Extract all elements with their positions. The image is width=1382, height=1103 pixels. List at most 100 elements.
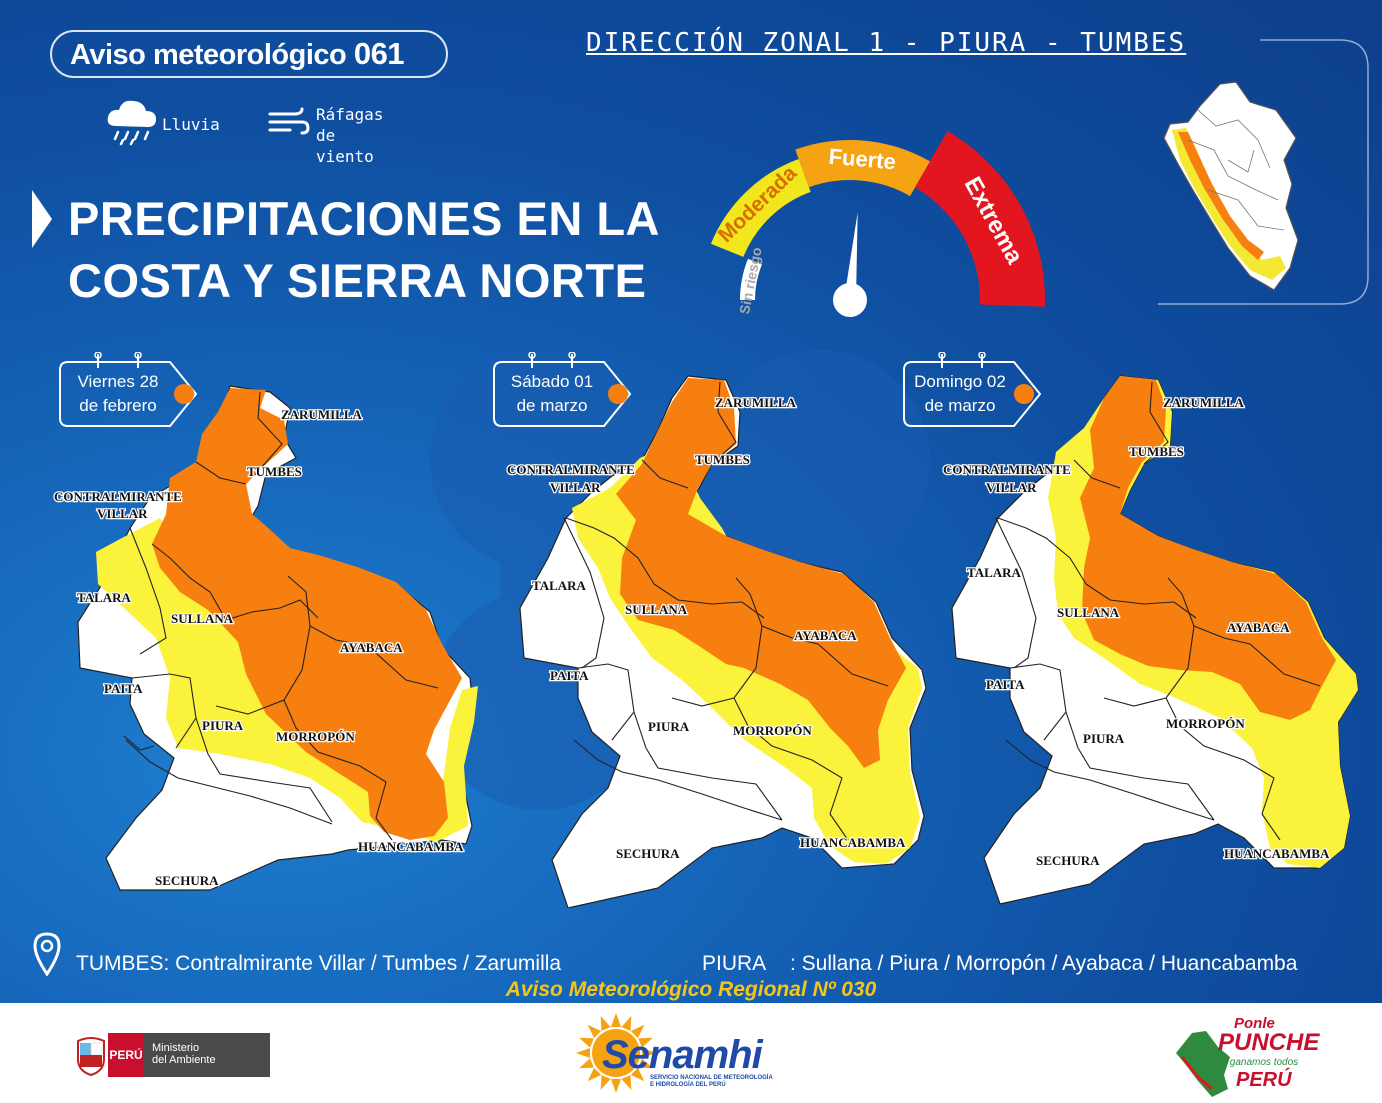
legend-wind-line3: viento <box>316 147 374 166</box>
label-talara-1: TALARA <box>77 590 132 605</box>
gauge-segment-extrema <box>915 131 1045 307</box>
wind-gust-icon <box>268 107 310 135</box>
headline-line2: COSTA Y SIERRA NORTE <box>68 254 647 307</box>
legend-wind-line1: Ráfagas <box>316 105 384 124</box>
sun-ray <box>621 1016 632 1031</box>
label-villar-1: VILLAR <box>97 506 148 521</box>
map-day3 <box>951 375 1359 905</box>
map3-orange-zone <box>1080 376 1336 720</box>
headline-chevron-icon <box>32 190 52 248</box>
label-ayabaca-3: AYABACA <box>1227 620 1290 635</box>
sun-ray <box>621 1075 632 1090</box>
label-contralmirante-3: CONTRALMIRANTE <box>943 462 1071 477</box>
province-labels: ZARUMILLA TUMBES CONTRALMIRANTE VILLAR T… <box>53 394 1332 890</box>
sun-ray <box>630 1067 645 1082</box>
risk-gauge: Sin riesgo Moderada Fuerte Extrema <box>710 131 1045 317</box>
peru-map-icon <box>1176 1031 1230 1097</box>
legend-wind-line2: de <box>316 126 336 145</box>
logo-footer: PERÚ Ministerio del Ambiente Senamhi SER… <box>0 1003 1382 1103</box>
label-zarumilla-2: ZARUMILLA <box>715 395 797 410</box>
label-paita-2: PAITA <box>550 668 589 683</box>
ministry-line2: del Ambiente <box>152 1054 216 1066</box>
gauge-segment-sin-riesgo <box>740 258 762 300</box>
date-day2-line1: Sábado 01 <box>510 372 594 391</box>
headline-line1: PRECIPITACIONES EN LA <box>68 192 660 245</box>
senamhi-wordmark: Senamhi <box>602 1033 763 1077</box>
label-zarumilla-3: ZARUMILLA <box>1163 395 1245 410</box>
date-day1-line1: Viernes 28 <box>77 372 159 391</box>
label-piura-2: PIURA <box>648 719 690 734</box>
date-day1-line2: de febrero <box>79 396 157 415</box>
notice-title: Aviso meteorológico <box>70 39 347 71</box>
date-tag-2 <box>493 352 632 427</box>
sun-ray <box>579 1037 594 1048</box>
ponle-punche-logo: Ponle PUNCHE y ganamos todos PERÚ <box>1172 1015 1322 1097</box>
footer-piura-list: : Sullana / Piura / Morropón / Ayabaca /… <box>790 952 1298 975</box>
footer-tumbes-list: TUMBES: Contralmirante Villar / Tumbes /… <box>76 952 562 975</box>
label-sechura-3: SECHURA <box>1036 853 1100 868</box>
sun-ray <box>630 1024 645 1039</box>
date-day1: Viernes 28 de febrero <box>62 370 174 418</box>
label-tumbes-2: TUMBES <box>695 452 750 467</box>
label-talara-3: TALARA <box>967 565 1022 580</box>
label-piura-1: PIURA <box>202 718 244 733</box>
ministry-line1: Ministerio <box>152 1042 200 1054</box>
sun-ray <box>611 1013 621 1027</box>
senamhi-sub-line2: E HIDROLOGÍA DEL PERÚ <box>650 1082 726 1088</box>
label-contralmirante-2: CONTRALMIRANTE <box>507 462 635 477</box>
map1-orange-zone <box>152 388 462 840</box>
campaign-line2: PUNCHE <box>1218 1029 1320 1056</box>
sun-ray <box>587 1067 602 1082</box>
campaign-line3: y ganamos todos <box>1222 1057 1299 1068</box>
legend-rain-label: Lluvia <box>162 115 220 134</box>
date-day3-line1: Domingo 02 <box>914 372 1006 391</box>
label-morropon-2: MORROPÓN <box>733 723 812 738</box>
footer-piura-label: PIURA <box>702 952 767 975</box>
gauge-segment-fuerte <box>795 140 930 197</box>
ministry-logo: PERÚ Ministerio del Ambiente <box>74 1033 270 1077</box>
label-huancabamba-1: HUANCABAMBA <box>358 839 464 854</box>
sun-ray <box>600 1016 611 1031</box>
sun-ray <box>611 1079 621 1093</box>
sun-ray <box>587 1024 602 1039</box>
campaign-line4: PERÚ <box>1236 1069 1292 1091</box>
sun-ray <box>642 1048 656 1058</box>
label-talara-2: TALARA <box>532 578 587 593</box>
label-sullana-2: SULLANA <box>625 602 688 617</box>
label-sechura-1: SECHURA <box>155 873 219 888</box>
label-sullana-1: SULLANA <box>171 611 234 626</box>
gauge-needle <box>833 212 867 317</box>
label-sechura-2: SECHURA <box>616 846 680 861</box>
senamhi-subtitle: SERVICIO NACIONAL DE METEOROLOGÍA E HIDR… <box>650 1075 773 1089</box>
date-tag-3 <box>903 352 1042 427</box>
poster-background: Aviso meteorológico 061 DIRECCIÓN ZONAL … <box>0 0 1382 1003</box>
label-morropon-3: MORROPÓN <box>1166 716 1245 731</box>
ministry-name: Ministerio del Ambiente <box>144 1033 270 1077</box>
date-day2-line2: de marzo <box>516 396 588 415</box>
map-day1 <box>77 385 478 891</box>
sun-ray <box>638 1058 653 1069</box>
campaign-line1: Ponle <box>1234 1015 1275 1032</box>
rain-cloud-icon <box>107 100 156 146</box>
senamhi-logo: Senamhi SERVICIO NACIONAL DE METEOROLOGÍ… <box>574 1011 774 1095</box>
regional-notice: Aviso Meteorológico Regional Nº 030 <box>505 978 877 1001</box>
label-villar-2: VILLAR <box>550 480 601 495</box>
direction-zonal-title: DIRECCIÓN ZONAL 1 - PIURA - TUMBES <box>586 28 1187 58</box>
peru-location-map <box>1163 81 1299 291</box>
peru-coat-of-arms-icon <box>77 1037 105 1077</box>
map-frame-line <box>1158 39 1369 305</box>
date-tag-1 <box>59 352 198 427</box>
label-ayabaca-1: AYABACA <box>340 640 403 655</box>
label-piura-3: PIURA <box>1083 731 1125 746</box>
label-sullana-3: SULLANA <box>1057 605 1120 620</box>
label-morropon-1: MORROPÓN <box>276 729 355 744</box>
senamhi-sub-line1: SERVICIO NACIONAL DE METEOROLOGÍA <box>650 1075 773 1081</box>
label-ayabaca-2: AYABACA <box>794 628 857 643</box>
date-day2: Sábado 01 de marzo <box>496 370 608 418</box>
label-tumbes-3: TUMBES <box>1129 444 1184 459</box>
notice-number: 061 <box>353 36 405 71</box>
senamhi-sun-icon <box>576 1013 656 1093</box>
peru-label: PERÚ <box>108 1033 144 1077</box>
gauge-label-fuerte: Fuerte <box>828 144 897 175</box>
label-paita-3: PAITA <box>986 677 1025 692</box>
